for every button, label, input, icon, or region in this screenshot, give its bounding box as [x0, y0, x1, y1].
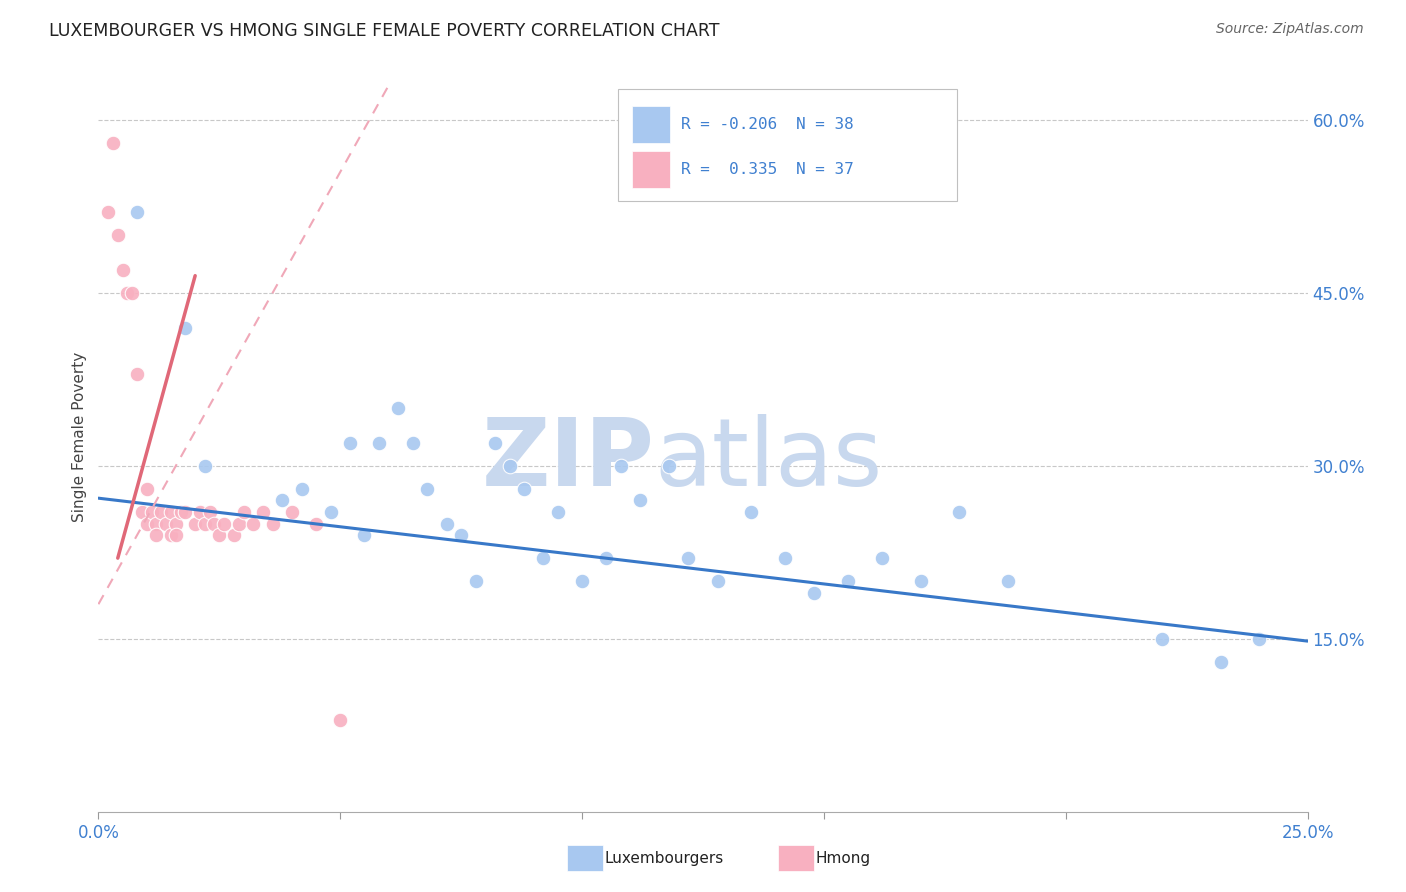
- Point: [910, 574, 932, 589]
- Point: [353, 528, 375, 542]
- Point: [208, 528, 231, 542]
- Point: [131, 505, 153, 519]
- Point: [165, 516, 187, 531]
- Point: [513, 482, 536, 496]
- Text: N = 37: N = 37: [796, 161, 853, 177]
- Point: [547, 505, 569, 519]
- Point: [222, 528, 245, 542]
- Point: [188, 505, 211, 519]
- Point: [319, 505, 342, 519]
- Point: [117, 285, 139, 300]
- Point: [329, 713, 352, 727]
- Text: N = 38: N = 38: [796, 117, 853, 132]
- Point: [948, 505, 970, 519]
- Text: ZIP: ZIP: [482, 414, 655, 506]
- Text: Source: ZipAtlas.com: Source: ZipAtlas.com: [1216, 22, 1364, 37]
- Text: R =  0.335: R = 0.335: [682, 161, 778, 177]
- Point: [252, 505, 274, 519]
- Point: [484, 435, 506, 450]
- Point: [436, 516, 458, 531]
- Point: [141, 505, 163, 519]
- Point: [290, 482, 312, 496]
- Point: [135, 482, 157, 496]
- Point: [416, 482, 439, 496]
- Point: [212, 516, 235, 531]
- Point: [1209, 655, 1232, 669]
- Point: [368, 435, 391, 450]
- Point: [595, 551, 617, 566]
- Point: [169, 505, 191, 519]
- Point: [658, 458, 681, 473]
- Point: [101, 136, 124, 150]
- Point: [305, 516, 328, 531]
- Point: [339, 435, 361, 450]
- Point: [194, 516, 217, 531]
- Point: [145, 528, 167, 542]
- Point: [174, 320, 197, 334]
- Point: [111, 263, 134, 277]
- Text: R = -0.206: R = -0.206: [682, 117, 778, 132]
- Point: [160, 505, 183, 519]
- Point: [571, 574, 593, 589]
- Point: [610, 458, 633, 473]
- Point: [135, 516, 157, 531]
- Point: [228, 516, 250, 531]
- Point: [997, 574, 1019, 589]
- Point: [150, 505, 173, 519]
- Text: Luxembourgers: Luxembourgers: [605, 851, 724, 865]
- FancyBboxPatch shape: [631, 106, 671, 143]
- Point: [271, 493, 294, 508]
- Point: [127, 367, 149, 381]
- Point: [1249, 632, 1271, 646]
- Point: [450, 528, 472, 542]
- Point: [706, 574, 728, 589]
- Point: [194, 458, 217, 473]
- Point: [628, 493, 651, 508]
- FancyBboxPatch shape: [619, 88, 957, 201]
- Point: [678, 551, 700, 566]
- Text: Hmong: Hmong: [815, 851, 870, 865]
- Point: [262, 516, 284, 531]
- Point: [402, 435, 425, 450]
- Point: [232, 505, 254, 519]
- Point: [1152, 632, 1174, 646]
- Point: [870, 551, 893, 566]
- Point: [773, 551, 796, 566]
- Point: [498, 458, 520, 473]
- Point: [464, 574, 486, 589]
- Point: [204, 516, 226, 531]
- Point: [740, 505, 762, 519]
- Point: [242, 516, 264, 531]
- Point: [127, 205, 149, 219]
- Point: [165, 528, 187, 542]
- Point: [281, 505, 304, 519]
- Point: [837, 574, 859, 589]
- Text: atlas: atlas: [655, 414, 883, 506]
- Point: [387, 401, 409, 416]
- Point: [121, 285, 143, 300]
- Point: [803, 585, 825, 599]
- Y-axis label: Single Female Poverty: Single Female Poverty: [72, 352, 87, 522]
- Text: LUXEMBOURGER VS HMONG SINGLE FEMALE POVERTY CORRELATION CHART: LUXEMBOURGER VS HMONG SINGLE FEMALE POVE…: [49, 22, 720, 40]
- FancyBboxPatch shape: [631, 151, 671, 187]
- Point: [107, 228, 129, 243]
- Point: [174, 505, 197, 519]
- Point: [97, 205, 120, 219]
- Point: [531, 551, 554, 566]
- Point: [184, 516, 207, 531]
- Point: [155, 516, 177, 531]
- Point: [198, 505, 221, 519]
- Point: [160, 528, 183, 542]
- Point: [145, 516, 167, 531]
